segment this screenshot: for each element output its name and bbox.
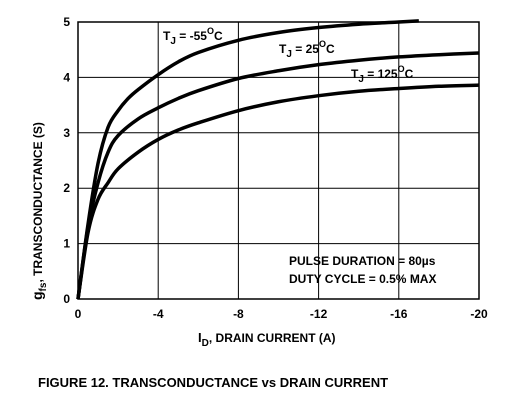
y-tick-label: 2 <box>63 181 70 195</box>
y-axis-label: gfs, TRANSCONDUCTANCE (S) <box>29 122 49 300</box>
annotation-pulse-duration: PULSE DURATION = 80µs <box>289 254 436 268</box>
series-line-minus55 <box>76 19 419 300</box>
x-tick-labels: 0 -4 -8 -12 -16 -20 <box>75 307 488 321</box>
series-label-25: TJ = 25OC <box>279 39 335 60</box>
figure-caption: FIGURE 12. TRANSCONDUCTANCE vs DRAIN CUR… <box>38 375 388 390</box>
x-tick-label: -16 <box>390 307 408 321</box>
y-tick-label: 1 <box>63 237 70 251</box>
y-tick-label: 3 <box>63 126 70 140</box>
y-tick-label: 0 <box>63 292 70 306</box>
series-label-125: TJ = 125OC <box>351 64 414 85</box>
x-tick-label: -8 <box>233 307 244 321</box>
x-tick-label: -20 <box>470 307 488 321</box>
series-line-125 <box>76 83 480 300</box>
y-tick-labels: 0 1 2 3 4 5 <box>63 15 70 306</box>
series-group <box>76 19 480 300</box>
x-tick-label: -4 <box>153 307 164 321</box>
x-axis-label: ID, DRAIN CURRENT (A) <box>198 330 336 349</box>
series-line-25 <box>76 51 480 300</box>
annotation-duty-cycle: DUTY CYCLE = 0.5% MAX <box>289 272 436 286</box>
grid-lines <box>78 22 479 299</box>
y-tick-label: 5 <box>63 15 70 29</box>
x-tick-label: 0 <box>75 307 82 321</box>
plot-frame <box>77 21 480 300</box>
x-tick-label: -12 <box>310 307 328 321</box>
series-label-minus55: TJ = -55OC <box>163 26 223 47</box>
y-tick-label: 4 <box>63 70 70 84</box>
